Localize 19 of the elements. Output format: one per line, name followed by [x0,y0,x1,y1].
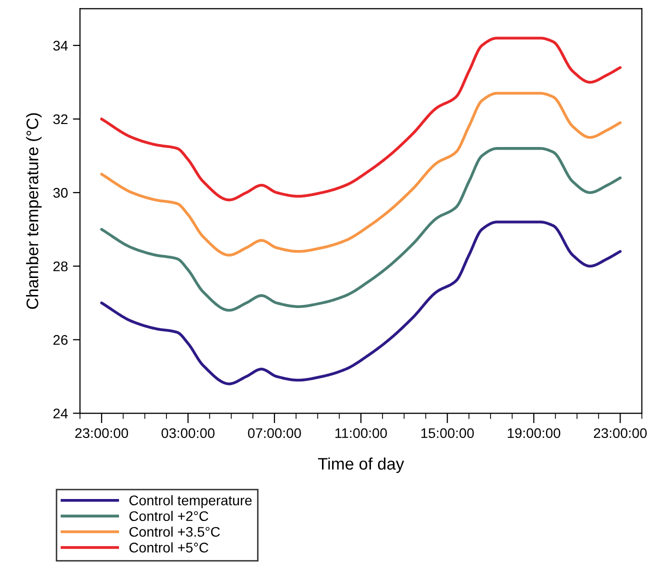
y-axis-title: Chamber temperature (°C) [26,113,42,309]
y-tick-label: 28 [53,261,68,272]
legend-label: Control +3.5°C [129,526,220,537]
x-tick-label: 23:00:00 [75,428,128,438]
x-tick-label: 23:00:00 [594,428,647,438]
x-tick-label: 07:00:00 [248,428,301,438]
legend-label: Control temperature [129,495,252,508]
x-axis-title: Time of day [318,457,404,474]
legend-label: Control +5°C [129,542,208,553]
x-tick-label: 11:00:00 [335,428,387,438]
y-tick-label: 24 [53,408,68,418]
y-tick-label: 30 [53,188,68,198]
y-tick-label: 32 [53,114,68,124]
legend-label: Control +2°C [129,510,208,522]
x-tick-label: 03:00:00 [162,428,215,438]
x-tick-label: 19:00:00 [508,428,560,438]
y-tick-label: 26 [53,335,68,345]
y-tick-label: 34 [53,40,68,51]
x-tick-label: 15:00:00 [421,428,474,438]
